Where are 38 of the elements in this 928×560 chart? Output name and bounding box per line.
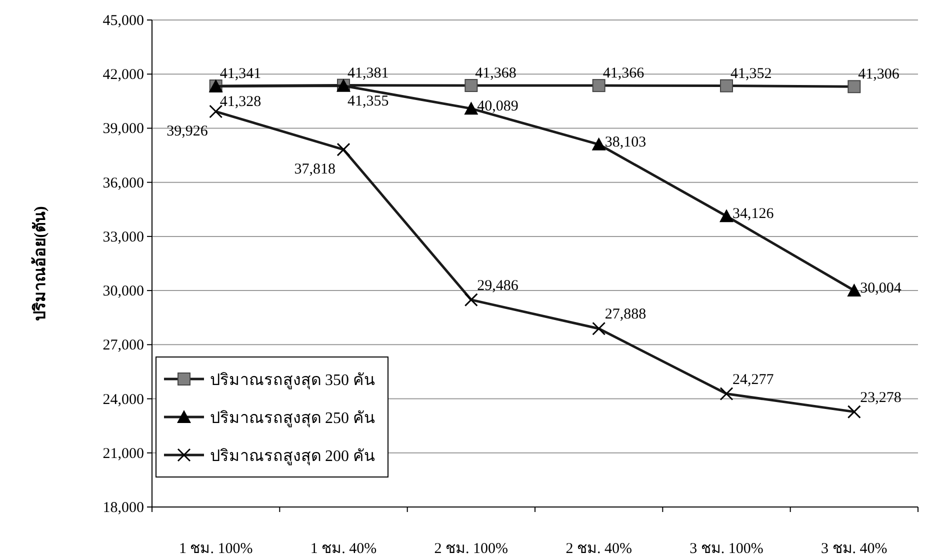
data-label: 24,277 bbox=[732, 372, 774, 388]
data-label: 39,926 bbox=[166, 124, 208, 140]
y-tick-label: 36,000 bbox=[102, 175, 144, 192]
x-tick-label: 1 ชม. 40% bbox=[310, 541, 377, 557]
y-tick-label: 33,000 bbox=[102, 229, 144, 246]
x-tick-label: 1 ชม. 100% bbox=[178, 541, 253, 557]
x-tick-label: 3 ชม. 100% bbox=[690, 541, 764, 557]
data-label: 29,486 bbox=[477, 278, 519, 294]
x-tick-label: 2 ชม. 40% bbox=[566, 541, 632, 557]
data-label: 41,306 bbox=[858, 66, 900, 83]
data-label: 40,089 bbox=[477, 98, 518, 115]
data-label: 34,126 bbox=[732, 206, 774, 222]
y-tick-label: 42,000 bbox=[102, 67, 144, 84]
data-label: 38,103 bbox=[604, 134, 646, 150]
y-tick-label: 39,000 bbox=[102, 121, 144, 138]
data-label: 41,368 bbox=[475, 66, 516, 82]
legend-label: ปริมาณรถสูงสุด 250 คัน bbox=[210, 410, 375, 428]
y-tick-label: 18,000 bbox=[102, 500, 144, 516]
y-tick-label: 30,000 bbox=[102, 284, 144, 300]
data-label: 41,366 bbox=[602, 66, 645, 82]
data-label: 41,355 bbox=[348, 94, 389, 110]
data-label: 41,381 bbox=[348, 65, 389, 82]
legend-label: ปริมาณรถสูงสุด 200 คัน bbox=[210, 448, 375, 466]
y-tick-label: 27,000 bbox=[102, 338, 144, 354]
y-tick-label: 24,000 bbox=[102, 392, 144, 408]
data-label: 41,328 bbox=[220, 94, 262, 110]
data-label: 27,888 bbox=[604, 306, 646, 323]
y-tick-label: 21,000 bbox=[102, 446, 144, 462]
y-axis-title: ปริมาณอ้อย(ตัน) bbox=[31, 206, 49, 321]
data-label: 41,341 bbox=[220, 66, 262, 82]
data-label: 23,278 bbox=[860, 390, 902, 406]
x-tick-label: 3 ชม. 40% bbox=[821, 541, 888, 557]
data-label: 37,818 bbox=[294, 162, 336, 178]
data-label: 30,004 bbox=[860, 280, 902, 296]
data-label: 41,352 bbox=[730, 66, 772, 82]
y-tick-label: 45,000 bbox=[102, 13, 144, 29]
legend-label: ปริมาณรถสูงสุด 350 คัน bbox=[210, 372, 375, 390]
x-tick-label: 2 ชม. 100% bbox=[434, 541, 508, 557]
